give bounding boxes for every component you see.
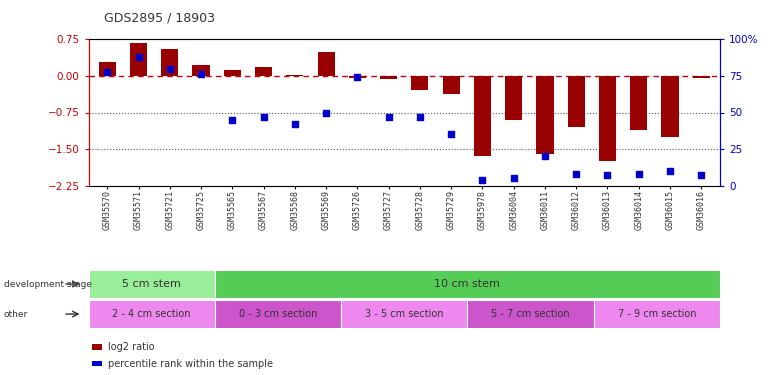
Bar	[599, 76, 616, 161]
Bar	[161, 49, 179, 76]
Bar	[474, 76, 491, 156]
Point	[413, 114, 426, 120]
Point	[320, 110, 333, 116]
Bar	[630, 76, 648, 130]
Text: GDS2895 / 18903: GDS2895 / 18903	[104, 11, 215, 24]
Point	[695, 172, 708, 178]
Bar	[443, 76, 460, 94]
Point	[383, 114, 395, 120]
Point	[164, 66, 176, 72]
Point	[445, 132, 457, 138]
Point	[476, 177, 488, 183]
Point	[570, 171, 582, 177]
Bar	[505, 76, 522, 120]
Text: 5 - 7 cm section: 5 - 7 cm section	[491, 309, 570, 319]
Point	[226, 117, 239, 123]
Bar	[567, 76, 584, 127]
Point	[507, 176, 520, 181]
Bar	[349, 76, 366, 78]
Point	[601, 172, 614, 178]
Point	[195, 72, 207, 78]
Bar	[255, 67, 272, 76]
Point	[351, 74, 363, 80]
Bar	[380, 76, 397, 80]
Text: other: other	[4, 310, 28, 319]
Text: 3 - 5 cm section: 3 - 5 cm section	[365, 309, 444, 319]
Bar	[192, 65, 209, 76]
Text: 5 cm stem: 5 cm stem	[122, 279, 181, 289]
Bar	[286, 75, 303, 76]
Bar	[537, 76, 554, 154]
Text: 0 - 3 cm section: 0 - 3 cm section	[239, 309, 317, 319]
Bar	[130, 43, 147, 76]
Point	[539, 153, 551, 159]
Bar	[692, 76, 710, 78]
Text: development stage: development stage	[4, 280, 92, 289]
Point	[289, 121, 301, 127]
Text: 2 - 4 cm section: 2 - 4 cm section	[112, 309, 191, 319]
Point	[664, 168, 676, 174]
Text: 10 cm stem: 10 cm stem	[434, 279, 500, 289]
Text: log2 ratio: log2 ratio	[108, 342, 155, 352]
Bar	[99, 62, 116, 76]
Point	[101, 69, 113, 75]
Bar	[411, 76, 428, 90]
Point	[257, 114, 270, 120]
Bar	[224, 70, 241, 76]
Bar	[661, 76, 678, 137]
Point	[632, 171, 644, 177]
Text: 7 - 9 cm section: 7 - 9 cm section	[618, 309, 696, 319]
Text: percentile rank within the sample: percentile rank within the sample	[108, 359, 273, 369]
Bar	[317, 52, 335, 76]
Point	[132, 54, 145, 60]
